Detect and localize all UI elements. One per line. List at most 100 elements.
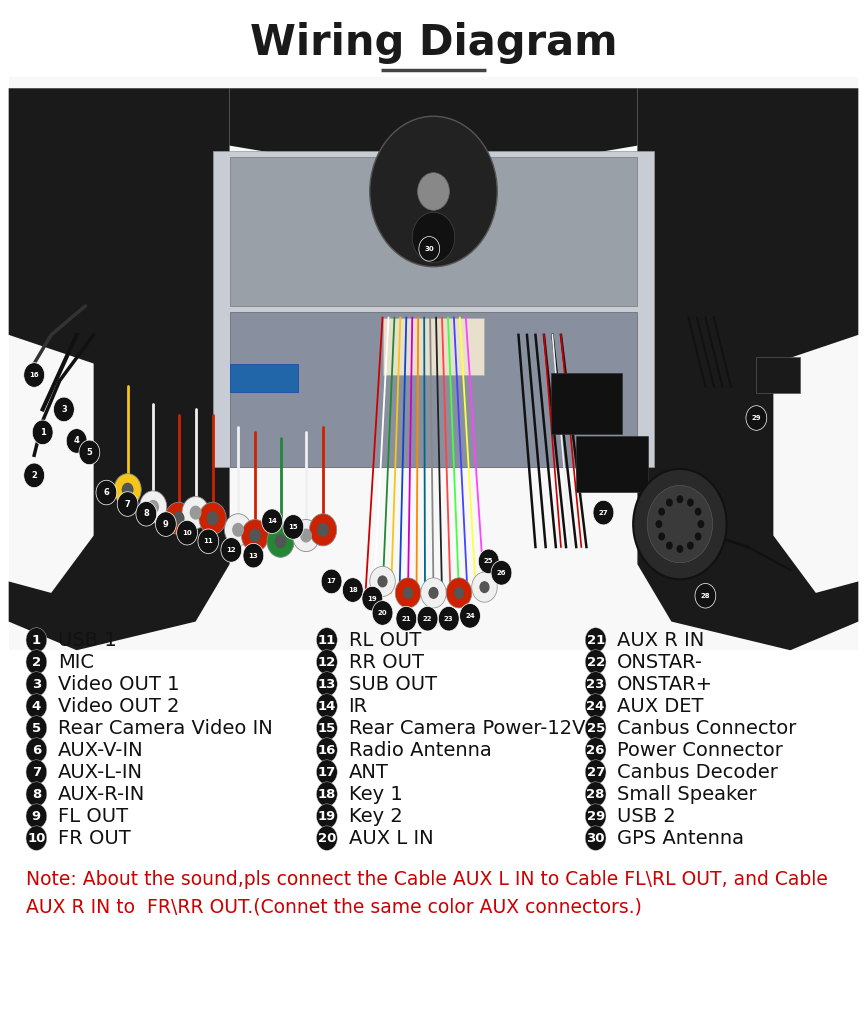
Circle shape bbox=[136, 502, 157, 526]
Circle shape bbox=[585, 650, 606, 675]
Text: 5: 5 bbox=[87, 447, 92, 457]
Text: 20: 20 bbox=[317, 831, 336, 845]
Circle shape bbox=[316, 672, 337, 696]
Text: 10: 10 bbox=[182, 529, 192, 536]
Text: Key 2: Key 2 bbox=[349, 807, 402, 825]
Text: 30: 30 bbox=[586, 831, 605, 845]
Circle shape bbox=[310, 514, 336, 546]
Text: 15: 15 bbox=[317, 722, 336, 734]
Text: 16: 16 bbox=[29, 372, 39, 378]
Circle shape bbox=[316, 804, 337, 828]
Circle shape bbox=[66, 429, 87, 454]
Circle shape bbox=[316, 650, 337, 675]
Circle shape bbox=[395, 578, 420, 608]
Text: 2: 2 bbox=[32, 655, 41, 669]
Text: FL OUT: FL OUT bbox=[58, 807, 128, 825]
Text: ONSTAR+: ONSTAR+ bbox=[617, 675, 714, 693]
Text: 28: 28 bbox=[586, 787, 605, 801]
Circle shape bbox=[403, 587, 413, 599]
Text: 3: 3 bbox=[32, 678, 41, 690]
Circle shape bbox=[420, 578, 447, 608]
Polygon shape bbox=[9, 88, 230, 650]
Circle shape bbox=[460, 603, 480, 628]
Text: 18: 18 bbox=[348, 587, 358, 593]
Circle shape bbox=[317, 523, 329, 537]
Text: 24: 24 bbox=[466, 612, 475, 618]
FancyBboxPatch shape bbox=[577, 436, 648, 492]
Circle shape bbox=[140, 490, 166, 523]
Text: RR OUT: RR OUT bbox=[349, 652, 424, 672]
Text: Key 1: Key 1 bbox=[349, 784, 402, 804]
Circle shape bbox=[26, 782, 47, 807]
Text: Wiring Diagram: Wiring Diagram bbox=[250, 22, 617, 65]
Text: Canbus Decoder: Canbus Decoder bbox=[617, 763, 779, 781]
Text: 8: 8 bbox=[32, 787, 41, 801]
Polygon shape bbox=[230, 88, 637, 163]
Circle shape bbox=[491, 560, 512, 585]
Circle shape bbox=[316, 628, 337, 652]
Text: 7: 7 bbox=[125, 500, 131, 509]
Circle shape bbox=[370, 116, 498, 266]
Text: 6: 6 bbox=[103, 488, 109, 497]
Text: 22: 22 bbox=[423, 615, 433, 622]
Text: 3: 3 bbox=[61, 404, 67, 414]
Text: 1: 1 bbox=[32, 634, 41, 646]
Circle shape bbox=[292, 519, 320, 552]
Text: 21: 21 bbox=[586, 634, 605, 646]
Circle shape bbox=[165, 503, 192, 535]
Text: 29: 29 bbox=[586, 810, 605, 822]
Text: 20: 20 bbox=[378, 610, 388, 616]
Text: 11: 11 bbox=[317, 634, 336, 646]
Circle shape bbox=[694, 532, 701, 541]
Circle shape bbox=[593, 501, 614, 525]
Text: Canbus Connector: Canbus Connector bbox=[617, 719, 797, 737]
FancyBboxPatch shape bbox=[755, 356, 799, 393]
Circle shape bbox=[23, 463, 44, 487]
Circle shape bbox=[479, 549, 499, 573]
Circle shape bbox=[418, 173, 449, 210]
Circle shape bbox=[666, 499, 673, 507]
Text: IR: IR bbox=[349, 696, 368, 716]
Text: 15: 15 bbox=[289, 524, 298, 530]
Text: ONSTAR-: ONSTAR- bbox=[617, 652, 703, 672]
Text: 9: 9 bbox=[32, 810, 41, 822]
Text: Video OUT 2: Video OUT 2 bbox=[58, 696, 179, 716]
Text: Radio Antenna: Radio Antenna bbox=[349, 740, 492, 760]
Circle shape bbox=[585, 628, 606, 652]
Circle shape bbox=[32, 420, 53, 444]
Text: 23: 23 bbox=[586, 678, 605, 690]
Circle shape bbox=[267, 525, 294, 557]
Text: 30: 30 bbox=[424, 246, 434, 252]
Circle shape bbox=[479, 582, 490, 593]
Text: 1: 1 bbox=[40, 428, 46, 437]
Circle shape bbox=[585, 825, 606, 850]
Circle shape bbox=[26, 760, 47, 784]
Circle shape bbox=[190, 506, 201, 519]
Circle shape bbox=[362, 587, 382, 611]
Circle shape bbox=[447, 578, 472, 608]
Text: 27: 27 bbox=[586, 766, 605, 778]
Circle shape bbox=[177, 520, 198, 545]
Circle shape bbox=[316, 760, 337, 784]
Text: 11: 11 bbox=[204, 539, 213, 545]
Circle shape bbox=[585, 760, 606, 784]
Circle shape bbox=[695, 584, 716, 608]
Text: 23: 23 bbox=[444, 615, 453, 622]
Circle shape bbox=[54, 397, 75, 422]
Circle shape bbox=[221, 538, 242, 562]
Circle shape bbox=[321, 569, 342, 594]
Text: 27: 27 bbox=[598, 510, 609, 516]
Circle shape bbox=[342, 578, 363, 602]
Circle shape bbox=[243, 544, 264, 568]
Text: Power Connector: Power Connector bbox=[617, 740, 783, 760]
Text: 6: 6 bbox=[32, 743, 41, 757]
Circle shape bbox=[121, 482, 134, 497]
Circle shape bbox=[26, 737, 47, 762]
FancyBboxPatch shape bbox=[230, 312, 637, 467]
Circle shape bbox=[585, 737, 606, 762]
Text: 28: 28 bbox=[701, 593, 710, 599]
Text: 22: 22 bbox=[586, 655, 605, 669]
Circle shape bbox=[26, 825, 47, 850]
Circle shape bbox=[199, 503, 226, 535]
Text: 21: 21 bbox=[401, 615, 411, 622]
